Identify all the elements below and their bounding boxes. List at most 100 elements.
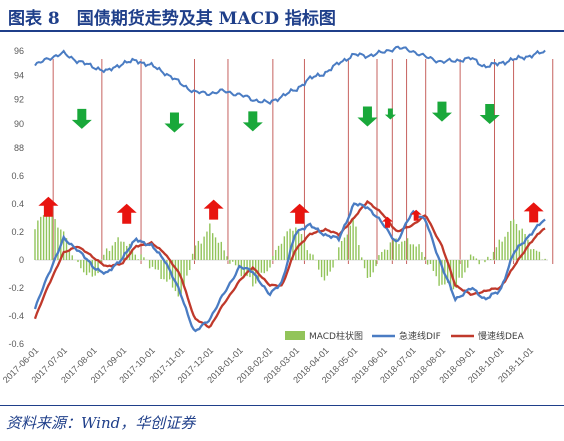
- macd-bar: [209, 223, 211, 260]
- down-arrow-icon-9: [384, 108, 396, 120]
- macd-bar: [34, 229, 36, 260]
- macd-bar: [272, 255, 274, 260]
- macd-bar: [295, 227, 297, 260]
- macd-tick-label--0.2: -0.2: [8, 283, 24, 293]
- macd-bar: [131, 250, 134, 260]
- macd-bar: [309, 253, 311, 260]
- macd-bar: [421, 252, 423, 260]
- price-line: [34, 45, 546, 105]
- macd-bar: [91, 260, 94, 277]
- price-tick-label-96: 96: [14, 46, 24, 56]
- source-rule: [0, 405, 564, 406]
- macd-bar: [478, 260, 480, 265]
- macd-bar: [48, 205, 51, 260]
- down-arrow-icon-12: [479, 104, 500, 125]
- up-arrow-icon-10: [410, 209, 422, 221]
- macd-bar: [349, 225, 351, 260]
- macd-bar: [312, 254, 314, 260]
- macd-bar: [392, 240, 394, 260]
- macd-bar: [260, 260, 263, 273]
- macd-bar: [114, 242, 116, 260]
- macd-bar: [323, 260, 326, 281]
- macd-bar: [532, 249, 535, 260]
- macd-bar: [446, 260, 449, 283]
- macd-bar: [83, 260, 85, 273]
- macd-bar: [257, 260, 260, 281]
- macd-bar: [378, 255, 380, 260]
- macd-bar: [108, 250, 111, 260]
- macd-bar: [320, 260, 323, 278]
- macd-bar: [211, 233, 214, 260]
- down-arrow-icon-11: [431, 101, 452, 122]
- macd-bar: [432, 260, 435, 271]
- macd-bar: [406, 238, 409, 260]
- macd-bar: [464, 260, 466, 273]
- macd-bar: [154, 260, 157, 270]
- macd-bar: [54, 219, 56, 260]
- macd-tick-label--0.4: -0.4: [8, 311, 24, 321]
- macd-bar: [346, 234, 349, 260]
- down-arrow-icon-3: [164, 112, 185, 133]
- x-axis: 2017-06-012017-07-012017-08-012017-09-01…: [1, 345, 535, 385]
- macd-bar: [148, 260, 151, 269]
- up-arrow-icon-8: [382, 216, 394, 228]
- macd-bar: [120, 241, 122, 260]
- macd-bar: [100, 260, 102, 262]
- macd-bar: [157, 260, 159, 270]
- down-arrow-icon-7: [357, 106, 378, 127]
- macd-bar: [375, 260, 377, 267]
- up-arrow-icon-6: [289, 203, 310, 224]
- macd-bar: [461, 260, 463, 278]
- macd-bar: [214, 237, 217, 260]
- macd-bar: [418, 244, 420, 260]
- macd-bar: [289, 228, 291, 260]
- legend-label-dif: 急速线DIF: [399, 330, 441, 342]
- legend-label-dea: 慢速线DEA: [478, 330, 525, 342]
- macd-bar: [524, 233, 526, 260]
- macd-bar: [283, 236, 286, 260]
- signal-lines: [52, 59, 554, 264]
- macd-bar: [535, 250, 538, 260]
- macd-bar: [237, 260, 240, 269]
- macd-bar: [303, 242, 306, 260]
- macd-bar: [183, 260, 185, 286]
- macd-bar: [484, 260, 486, 263]
- macd-bar: [134, 254, 137, 260]
- macd-tick-label--0.6: -0.6: [8, 339, 24, 349]
- macd-bar: [363, 260, 366, 269]
- price-line-path: [34, 45, 546, 105]
- macd-bar: [381, 251, 383, 260]
- macd-bar: [111, 245, 114, 260]
- macd-bar: [277, 245, 280, 260]
- macd-bar: [166, 260, 168, 282]
- macd-bar: [383, 249, 386, 260]
- macd-bar: [369, 260, 372, 278]
- macd-bar: [42, 215, 45, 260]
- macd-bar: [57, 227, 59, 260]
- macd-bar: [338, 247, 340, 260]
- macd-bar: [62, 231, 65, 260]
- macd-tick-label-0.2: 0.2: [11, 227, 24, 237]
- macd-bar: [191, 253, 194, 260]
- macd-bar: [186, 260, 188, 276]
- macd-bar: [171, 260, 174, 288]
- price-tick-label-94: 94: [14, 70, 24, 80]
- up-arrow-icon-4: [203, 199, 224, 220]
- macd-tick-label-0.6: 0.6: [11, 171, 24, 181]
- macd-bar: [412, 244, 415, 260]
- macd-bar: [438, 260, 440, 286]
- macd-bar: [174, 260, 177, 292]
- macd-bar: [366, 260, 369, 278]
- price-tick-label-90: 90: [14, 119, 24, 129]
- macd-bar: [512, 219, 515, 260]
- macd-bar: [538, 251, 541, 260]
- macd-bar: [401, 241, 403, 260]
- macd-bar: [223, 250, 225, 260]
- macd-bar: [71, 255, 73, 260]
- macd-bar: [415, 246, 417, 260]
- macd-bar: [498, 239, 500, 260]
- macd-bar: [504, 236, 506, 260]
- macd-bar: [160, 260, 162, 279]
- macd-bar: [65, 238, 68, 260]
- macd-bar: [300, 234, 303, 260]
